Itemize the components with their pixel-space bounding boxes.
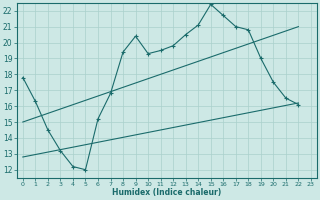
X-axis label: Humidex (Indice chaleur): Humidex (Indice chaleur) <box>112 188 221 197</box>
